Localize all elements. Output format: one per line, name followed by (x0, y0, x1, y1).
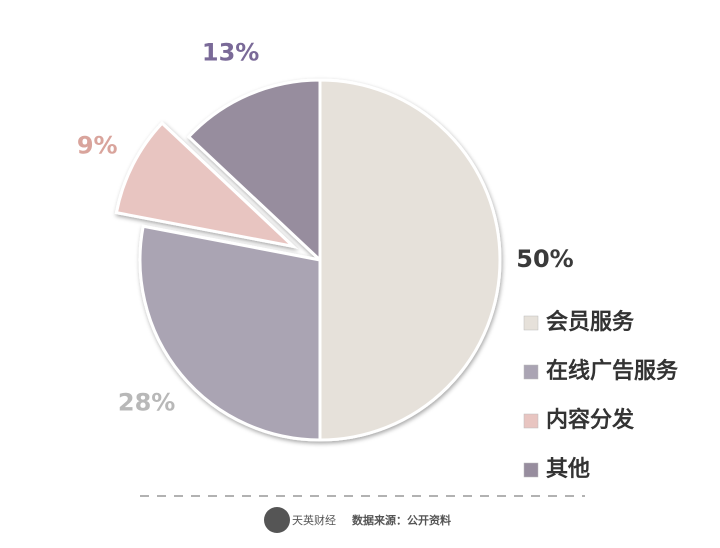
legend-label: 内容分发 (546, 407, 635, 433)
legend-label: 会员服务 (546, 309, 635, 335)
value-label: 13% (202, 39, 259, 67)
legend-swatch (523, 413, 539, 429)
pie (114, 78, 502, 442)
value-label: 28% (118, 388, 175, 416)
pie-slice (186, 78, 322, 264)
legend-label: 在线广告服务 (546, 358, 679, 384)
legend-swatch (523, 315, 539, 331)
logo (264, 507, 290, 533)
pie-slice (114, 121, 299, 249)
source: 数据来源：公开资料 (352, 513, 451, 527)
legend-swatch (523, 364, 539, 380)
value-label: 50% (516, 245, 573, 273)
pie-slice (318, 78, 502, 442)
pie-slice (138, 224, 322, 442)
legend-label: 其他 (546, 457, 590, 482)
legend-swatch (523, 462, 539, 478)
value-label: 9% (77, 132, 118, 160)
brand: 天英财经 (292, 513, 336, 527)
